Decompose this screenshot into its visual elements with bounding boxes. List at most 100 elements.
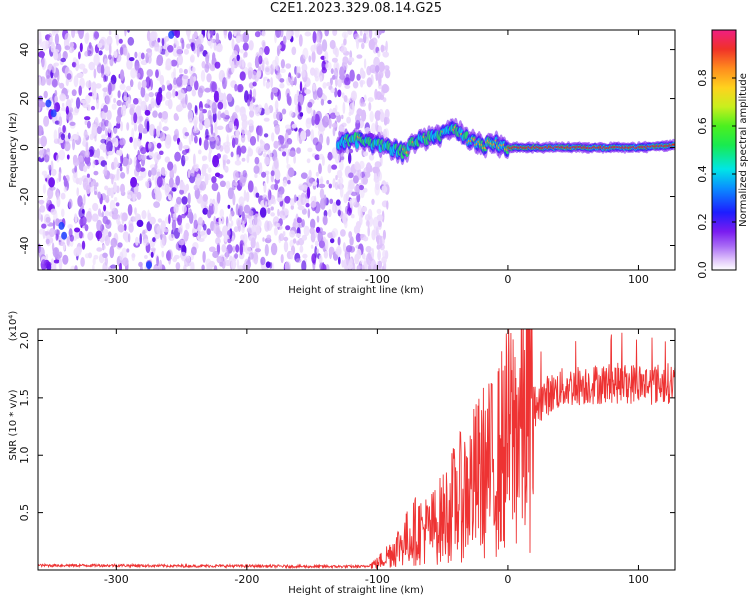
noise-mark bbox=[216, 125, 224, 130]
noise-mark bbox=[127, 30, 130, 33]
noise-mark bbox=[354, 161, 360, 171]
noise-mark bbox=[58, 258, 63, 270]
noise-mark bbox=[267, 198, 272, 206]
noise-mark bbox=[347, 201, 350, 212]
noise-mark bbox=[226, 134, 229, 146]
x-tick-label: -200 bbox=[234, 273, 259, 286]
noise-mark bbox=[241, 211, 245, 221]
noise-mark bbox=[38, 76, 42, 86]
noise-mark bbox=[267, 207, 271, 214]
noise-mark bbox=[124, 30, 127, 37]
noise-mark bbox=[172, 88, 176, 98]
noise-mark bbox=[355, 221, 362, 230]
noise-mark bbox=[209, 198, 213, 207]
noise-mark bbox=[235, 244, 240, 253]
noise-mark bbox=[280, 254, 284, 264]
noise-mark bbox=[171, 219, 177, 232]
noise-mark bbox=[381, 265, 385, 270]
noise-mark bbox=[247, 146, 251, 153]
noise-mark bbox=[301, 184, 308, 191]
noise-mark bbox=[115, 185, 120, 194]
noise-mark bbox=[274, 183, 279, 191]
y-tick-label: 40 bbox=[18, 43, 31, 57]
noise-mark bbox=[240, 134, 246, 143]
snr-x-axis-label: Height of straight line (km) bbox=[288, 585, 424, 596]
noise-mark bbox=[249, 136, 257, 146]
noise-mark bbox=[167, 98, 173, 110]
noise-mark bbox=[183, 229, 189, 242]
noise-mark bbox=[58, 116, 63, 127]
noise-mark bbox=[91, 81, 97, 94]
noise-mark bbox=[318, 254, 323, 265]
noise-mark bbox=[263, 76, 268, 81]
noise-mark bbox=[264, 65, 272, 76]
noise-mark bbox=[254, 31, 261, 38]
noise-mark bbox=[299, 81, 303, 93]
noise-mark bbox=[147, 212, 152, 221]
noise-mark bbox=[373, 176, 380, 183]
noise-mark bbox=[160, 220, 166, 233]
noise-mark bbox=[157, 45, 162, 54]
noise-mark bbox=[82, 68, 88, 74]
noise-mark bbox=[168, 233, 175, 241]
noise-mark bbox=[113, 97, 117, 104]
noise-mark bbox=[337, 178, 341, 186]
colorbar-ticks: 0.0 0.2 0.4 0.6 0.8 bbox=[696, 69, 736, 279]
noise-mark bbox=[259, 162, 262, 169]
noise-mark bbox=[150, 251, 154, 258]
noise-mark bbox=[209, 30, 215, 35]
noise-mark bbox=[204, 173, 209, 186]
noise-mark bbox=[74, 265, 78, 270]
noise-mark bbox=[252, 88, 257, 99]
noise-mark bbox=[261, 40, 266, 47]
noise-mark bbox=[363, 58, 367, 69]
noise-mark bbox=[360, 80, 364, 88]
noise-mark bbox=[123, 47, 128, 56]
noise-mark bbox=[106, 141, 113, 153]
noise-mark bbox=[377, 249, 381, 261]
noise-mark bbox=[345, 191, 350, 202]
noise-mark bbox=[287, 167, 295, 178]
noise-mark bbox=[215, 172, 221, 177]
noise-mark bbox=[107, 150, 114, 156]
noise-mark bbox=[115, 202, 120, 207]
noise-mark bbox=[372, 166, 378, 174]
noise-mark bbox=[194, 135, 198, 144]
noise-mark bbox=[247, 62, 252, 69]
noise-mark bbox=[45, 216, 51, 223]
noise-mark bbox=[195, 38, 202, 48]
noise-mark bbox=[183, 68, 188, 75]
noise-mark bbox=[278, 135, 283, 141]
noise-mark bbox=[275, 30, 282, 38]
noise-mark bbox=[342, 242, 346, 252]
noise-mark bbox=[161, 38, 165, 47]
noise-mark bbox=[156, 54, 164, 66]
noise-mark bbox=[289, 110, 294, 117]
noise-mark bbox=[234, 105, 240, 113]
noise-mark bbox=[383, 116, 388, 126]
x-tick-label: -200 bbox=[234, 573, 259, 586]
noise-mark bbox=[158, 259, 163, 270]
noise-mark bbox=[117, 90, 121, 99]
noise-mark bbox=[89, 133, 94, 141]
noise-mark bbox=[134, 51, 138, 59]
noise-mark bbox=[88, 146, 95, 156]
noise-mark bbox=[45, 69, 51, 79]
noise-mark bbox=[141, 210, 147, 220]
noise-mark bbox=[56, 154, 60, 163]
noise-mark bbox=[159, 74, 165, 86]
noise-mark bbox=[50, 109, 57, 118]
noise-mark bbox=[179, 251, 187, 260]
noise-mark bbox=[240, 234, 245, 241]
colorbar-gradient bbox=[712, 30, 736, 270]
noise-mark bbox=[199, 107, 203, 120]
noise-mark bbox=[327, 99, 332, 105]
noise-mark bbox=[82, 102, 88, 109]
noise-mark bbox=[181, 155, 186, 167]
noise-mark bbox=[273, 140, 279, 149]
noise-mark bbox=[361, 264, 365, 270]
noise-mark bbox=[241, 59, 245, 68]
noise-mark bbox=[374, 161, 382, 168]
noise-mark bbox=[104, 185, 109, 191]
noise-mark bbox=[290, 76, 294, 87]
